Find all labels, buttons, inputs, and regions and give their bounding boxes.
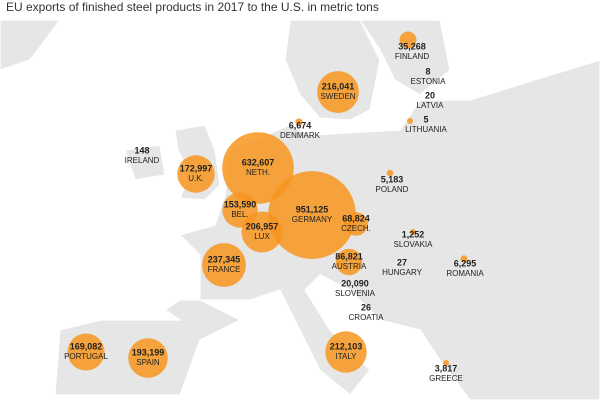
country-label: PORTUGAL [64,352,108,361]
value-label: 3,817 [435,363,458,373]
country-label: GREECE [429,374,463,383]
value-label: 5,183 [381,174,404,184]
country-label: SWEDEN [320,92,355,101]
value-label: 26 [361,302,371,312]
bubble [295,118,303,126]
country-label: LATVIA [417,101,445,110]
bubble [325,331,367,373]
bubble [222,132,294,204]
value-label: 1,252 [402,229,425,239]
value-label: 951,125 [296,204,329,214]
country-label: SLOVAKIA [394,240,434,249]
country-label: DENMARK [280,131,321,140]
country-label: CZECH. [341,224,371,233]
bubble [335,248,363,276]
bubble [386,169,394,177]
value-label: 27 [397,257,407,267]
country-label: ESTONIA [411,77,447,86]
map-title: EU exports of finished steel products in… [6,0,379,14]
country-label: SPAIN [136,358,160,367]
bubble [410,229,416,235]
country-label: HUNGARY [382,268,423,277]
value-label: 86,821 [335,251,363,261]
bubble [460,255,468,263]
country-label: ITALY [335,352,357,361]
country-label: GERMANY [292,215,333,224]
country-label: POLAND [376,185,409,194]
country-label: ROMANIA [446,269,484,278]
value-label: 5 [423,114,428,124]
value-label: 216,041 [322,81,355,91]
country-label: LUX [254,232,270,241]
country-label: U.K. [188,174,204,183]
value-label: 206,957 [246,221,279,231]
value-label: 172,997 [180,163,213,173]
bubble [202,243,246,287]
value-label: 212,103 [330,341,363,351]
country-label: BEL. [231,210,248,219]
bubble [317,71,359,113]
bubble [407,118,413,124]
bubble [268,171,356,259]
bubble [399,31,417,49]
country-label: FRANCE [208,265,241,274]
value-label: 6,674 [289,120,312,130]
value-label: 148 [134,145,149,155]
value-label: 153,590 [224,199,257,209]
value-label: 169,082 [70,341,103,351]
country-label: CROATIA [349,313,385,322]
bubble [128,338,168,378]
country-label: NETH. [246,168,270,177]
bubble [344,212,368,236]
bubble [177,155,215,193]
value-label: 20,090 [341,278,369,288]
bubble [443,360,449,366]
value-label: 20 [425,90,435,100]
value-label: 193,199 [132,347,165,357]
value-label: 237,345 [208,254,241,264]
value-label: 35,268 [398,41,426,51]
country-label: AUSTRIA [332,262,367,271]
value-label: 8 [425,66,430,76]
value-label: 68,824 [342,213,370,223]
value-label: 6,295 [454,258,477,268]
country-label: SLOVENIA [335,289,376,298]
bubble [241,211,283,253]
country-label: FINLAND [395,52,429,61]
value-label: 632,607 [242,157,275,167]
country-label: IRELAND [125,156,160,165]
bubble [67,333,105,371]
country-label: LITHUANIA [405,125,447,134]
